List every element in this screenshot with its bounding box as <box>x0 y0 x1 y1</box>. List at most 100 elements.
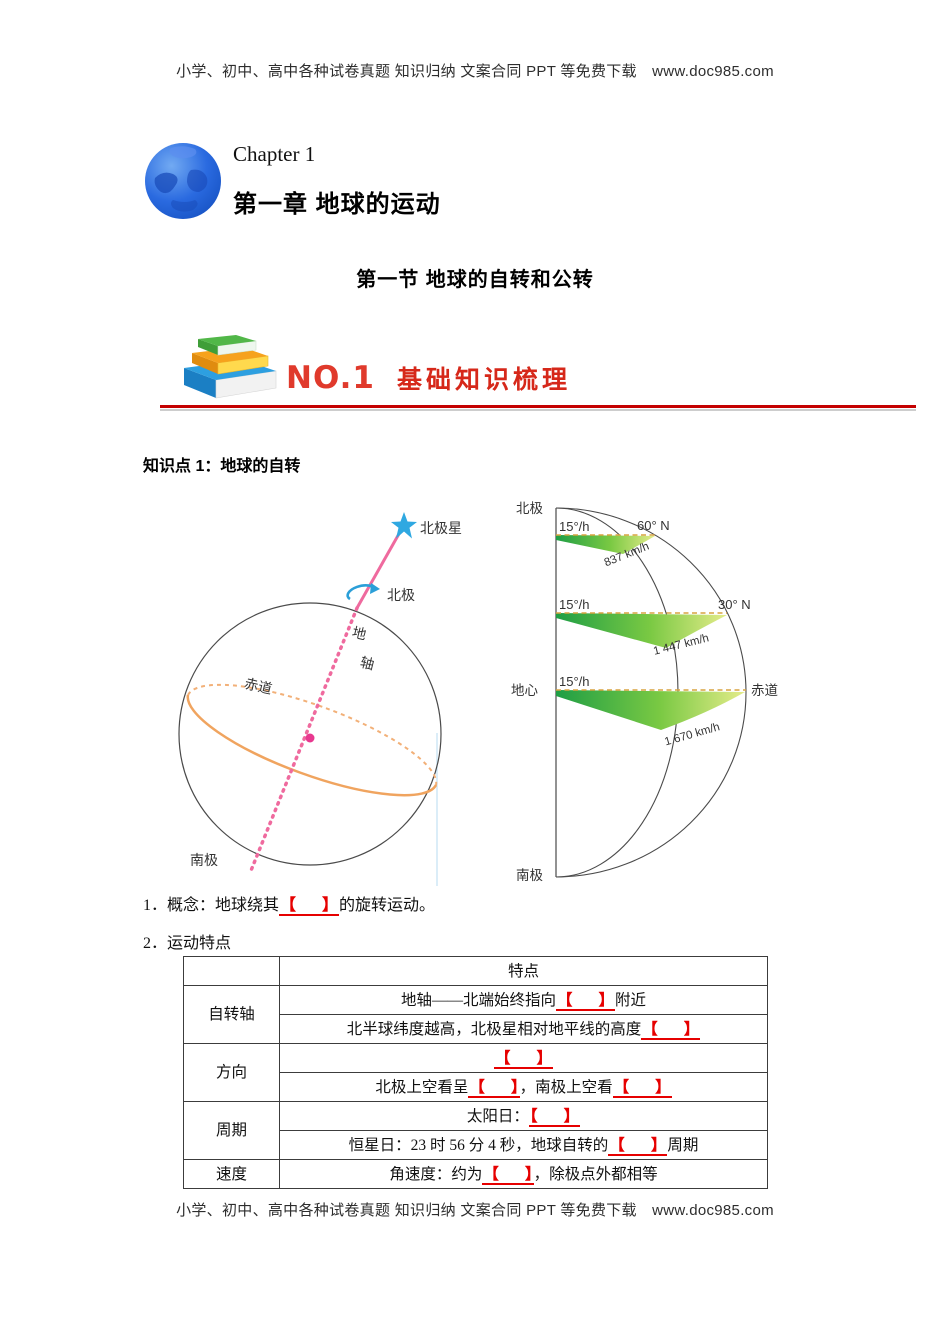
label-angular-eq: 15°/h <box>559 674 590 689</box>
answer-blank-part: 】 <box>524 1165 533 1183</box>
page-footer-watermark: 小学、初中、高中各种试卷真题 知识归纳 文案合同 PPT 等免费下载 www.d… <box>176 1202 774 1219</box>
label-r-south-pole: 南极 <box>516 868 544 883</box>
label-lat-60: 60° N <box>637 518 670 533</box>
answer-blank-part: 【 <box>529 1107 538 1125</box>
earth-center-dot <box>305 733 315 743</box>
rotation-feature-table: 特点 自转轴 地轴——北端始终指向【 】附近 北半球纬度越高，北极星相对地平线的高度【】… <box>183 956 768 1189</box>
answer-blank: 【】 <box>528 1107 581 1127</box>
banner-title: 基础知识梳理 <box>396 367 571 394</box>
text-run: ，南极上空看 <box>519 1078 613 1096</box>
table-header-row: 特点 <box>183 956 768 986</box>
label-equator-right: 赤道 <box>751 683 778 698</box>
answer-blank-part: 【 <box>494 1049 511 1067</box>
label-axis-char2: 轴 <box>358 654 375 673</box>
answer-blank-part: 【 <box>642 1020 658 1038</box>
text-run: 北半球纬度越高，北极星相对地平线的高度 <box>346 1020 642 1038</box>
answer-blank-part: 【 <box>556 991 573 1009</box>
answer-blank: 【】 <box>279 897 340 916</box>
text-run: 太阳日： <box>466 1107 529 1125</box>
answer-blank-part: 【 <box>280 897 297 914</box>
concept-item-2: 2．运动特点 <box>143 935 232 952</box>
text-run: ，除极点外都相等 <box>533 1165 658 1183</box>
text-run: 周期 <box>667 1136 699 1154</box>
section-title: 第一节 地球的自转和公转 <box>356 269 594 291</box>
answer-blank-part: 】 <box>598 991 615 1009</box>
feature-col-spacer <box>183 956 280 986</box>
row-group-label: 周期 <box>183 1101 280 1160</box>
row-group-label: 方向 <box>183 1043 280 1102</box>
feature-cell: 北半球纬度越高，北极星相对地平线的高度【】 <box>279 1014 768 1044</box>
feature-cell: 恒星日：23 时 56 分 4 秒，地球自转的【 】周期 <box>279 1130 768 1160</box>
label-equator-left: 赤道 <box>243 675 274 697</box>
answer-blank-part: 【 <box>469 1078 485 1096</box>
text-run: 恒星日：23 时 56 分 4 秒，地球自转的 <box>348 1136 609 1154</box>
feature-table-body: 特点 自转轴 地轴——北端始终指向【 】附近 北半球纬度越高，北极星相对地平线的高度【】… <box>183 956 768 1189</box>
feature-cell: 角速度：约为【 】，除极点外都相等 <box>279 1159 768 1189</box>
wedge-60n <box>556 535 655 554</box>
chapter-block: Chapter 1 第一章 地球的运动 <box>143 140 441 220</box>
table-row: 北极上空看呈【 】，南极上空看【】 <box>184 1072 768 1102</box>
table-row: 方向【】 <box>183 1043 768 1102</box>
table-row: 周期 太阳日：【】 <box>183 1101 768 1160</box>
table-row: 速度 角速度：约为【 】，除极点外都相等 <box>183 1159 768 1189</box>
banner-number: NO.1 <box>286 360 375 396</box>
figures-row: 北极星 北极 地 轴 赤道 南极 北极 15°/h 60° N 837 km <box>168 486 798 888</box>
text-run: 地轴——北端始终指向 <box>400 991 556 1009</box>
answer-blank-part: 】 <box>650 1136 667 1154</box>
answer-blank: 【】 <box>612 1078 672 1098</box>
feature-cell: 北极上空看呈【 】，南极上空看【】 <box>279 1072 768 1102</box>
rotation-arrow-head <box>370 583 380 594</box>
label-axis-char1: 地 <box>350 624 367 643</box>
answer-blank: 【】 <box>641 1020 701 1040</box>
table-row: 自转轴 地轴——北端始终指向【 】附近 <box>183 985 768 1044</box>
answer-blank-part: 】 <box>510 1078 519 1096</box>
answer-blank-part: 【 <box>613 1078 630 1096</box>
answer-blank-part: 】 <box>322 897 339 914</box>
feature-header-cell: 特点 <box>279 956 768 986</box>
label-angular-60: 15°/h <box>559 519 590 534</box>
earth-axis-solid <box>355 531 402 609</box>
section-banner: NO.1 基础知识梳理 <box>160 320 916 411</box>
page-header-watermark: 小学、初中、高中各种试卷真题 知识归纳 文案合同 PPT 等免费下载 www.d… <box>176 63 774 80</box>
text-run: 北极上空看呈 <box>375 1078 469 1096</box>
equator-front-arc <box>186 694 438 797</box>
answer-blank-part: 】 <box>563 1107 580 1125</box>
label-lat-30: 30° N <box>718 597 751 612</box>
concept-item-1: 1．概念：地球绕其【 】的旋转运动。 <box>143 894 435 918</box>
feature-cell: 地轴——北端始终指向【 】附近 <box>279 985 768 1015</box>
concept-list: 1．概念：地球绕其【 】的旋转运动。 2．运动特点 <box>143 894 435 956</box>
text-run: 附近 <box>615 991 647 1009</box>
globe-icon <box>145 143 221 219</box>
answer-blank-part: 【 <box>609 1136 625 1154</box>
text-run: 的旋转运动。 <box>339 897 436 914</box>
rotation-speed-figure: 北极 15°/h 60° N 837 km/h 15°/h 30° N 1 44… <box>511 501 778 883</box>
feature-cell: 太阳日：【】 <box>279 1101 768 1131</box>
row-group-label: 速度 <box>183 1159 280 1189</box>
answer-blank-part: 【 <box>483 1165 499 1183</box>
answer-blank-part: 】 <box>683 1020 700 1038</box>
label-angular-30: 15°/h <box>559 597 590 612</box>
equator-back-arc <box>187 683 438 786</box>
text-run: 角速度：约为 <box>389 1165 483 1183</box>
answer-blank: 【】 <box>482 1165 534 1185</box>
chapter-eyebrow: Chapter 1 <box>233 142 316 166</box>
row-group-label: 自转轴 <box>183 985 280 1044</box>
label-south-pole: 南极 <box>190 852 218 868</box>
answer-blank: 【】 <box>493 1049 554 1069</box>
outer-meridian-arc <box>555 507 747 878</box>
answer-blank: 【】 <box>555 991 616 1011</box>
earth-outline <box>178 602 442 866</box>
books-stack-icon <box>184 335 277 399</box>
table-row: 北半球纬度越高，北极星相对地平线的高度【】 <box>184 1014 768 1044</box>
answer-blank: 【】 <box>608 1136 668 1156</box>
answer-blank-part: 】 <box>536 1049 553 1067</box>
text-run: 1．概念：地球绕其 <box>143 897 280 914</box>
red-divider-rule <box>160 405 916 411</box>
wedge-30n <box>556 613 727 648</box>
label-earth-center: 地心 <box>511 683 539 698</box>
table-row: 恒星日：23 时 56 分 4 秒，地球自转的【 】周期 <box>184 1130 768 1160</box>
earth-axis-figure: 北极星 北极 地 轴 赤道 南极 <box>178 512 462 886</box>
chapter-title: 第一章 地球的运动 <box>233 191 441 218</box>
label-r-north-pole: 北极 <box>516 501 544 516</box>
north-star-icon <box>391 512 417 539</box>
